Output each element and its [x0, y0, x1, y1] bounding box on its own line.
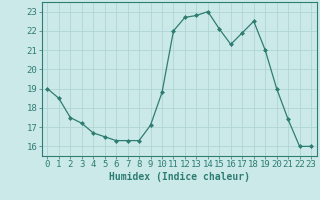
X-axis label: Humidex (Indice chaleur): Humidex (Indice chaleur) [109, 172, 250, 182]
